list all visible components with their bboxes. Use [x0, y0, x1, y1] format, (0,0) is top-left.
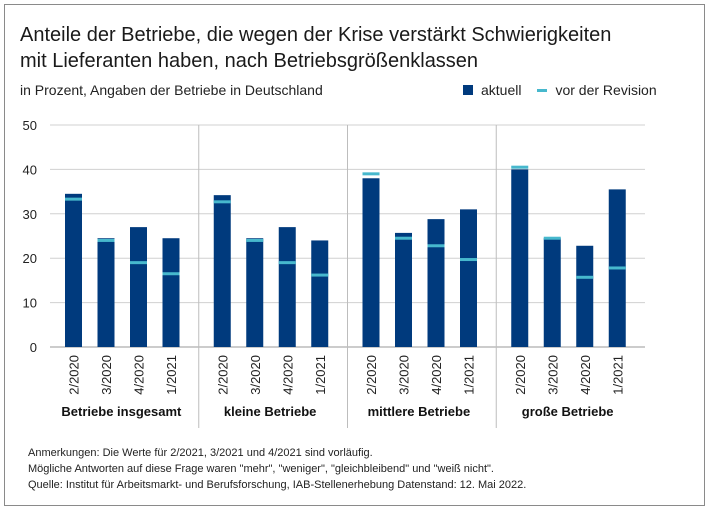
- y-tick-label: 0: [30, 340, 37, 355]
- marker-vor-der-revision: [97, 238, 115, 242]
- y-tick-label: 30: [23, 207, 37, 222]
- legend-item-before-revision: vor der Revision: [537, 82, 657, 98]
- bar-aktuell: [311, 240, 329, 347]
- x-tick-label: 3/2020: [545, 355, 560, 395]
- legend: aktuell vor der Revision: [463, 82, 673, 98]
- x-tick-label: 2/2020: [364, 355, 379, 395]
- group-label: kleine Betriebe: [224, 404, 317, 419]
- bar-aktuell: [278, 227, 296, 347]
- chart-frame: [4, 4, 705, 506]
- y-tick-label: 40: [23, 162, 37, 177]
- x-tick-label: 2/2020: [513, 355, 528, 395]
- bar-aktuell: [162, 238, 180, 347]
- marker-vor-der-revision: [311, 273, 329, 277]
- x-tick-label: 2/2020: [215, 355, 230, 395]
- marker-vor-der-revision: [162, 272, 180, 276]
- title-line-1: Anteile der Betriebe, die wegen der Kris…: [20, 24, 612, 46]
- marker-vor-der-revision: [246, 238, 264, 242]
- bar-aktuell: [65, 193, 82, 347]
- marker-vor-der-revision: [460, 258, 477, 262]
- chart-title: Anteile der Betriebe, die wegen der Kris…: [20, 22, 660, 74]
- footnote-remarks: Anmerkungen: Die Werte für 2/2021, 3/202…: [28, 447, 373, 459]
- footnote-source: Quelle: Institut für Arbeitsmarkt- und B…: [28, 479, 527, 491]
- marker-vor-der-revision: [65, 197, 82, 201]
- marker-vor-der-revision: [395, 236, 412, 240]
- bar-aktuell: [97, 238, 115, 347]
- bar-aktuell: [576, 245, 594, 347]
- x-tick-label: 1/2021: [462, 355, 477, 395]
- group-label: mittlere Betriebe: [368, 404, 471, 419]
- chart-subtitle: in Prozent, Angaben der Betriebe in Deut…: [20, 82, 323, 98]
- marker-vor-der-revision: [130, 261, 147, 265]
- legend-label-before-revision: vor der Revision: [555, 82, 657, 98]
- marker-vor-der-revision: [362, 172, 380, 176]
- title-line-2: mit Lieferanten haben, nach Betriebsgröß…: [20, 50, 479, 72]
- marker-vor-der-revision: [427, 244, 445, 248]
- bar-aktuell: [395, 232, 412, 347]
- bar-aktuell: [362, 178, 380, 347]
- marker-vor-der-revision: [278, 261, 296, 265]
- marker-vor-der-revision: [543, 236, 561, 240]
- marker-vor-der-revision: [213, 200, 231, 204]
- bar-aktuell: [511, 169, 529, 347]
- x-tick-label: 4/2020: [578, 355, 593, 395]
- legend-swatch-current: [463, 85, 473, 95]
- x-tick-label: 4/2020: [280, 355, 295, 395]
- bar-aktuell: [460, 209, 477, 347]
- bar-aktuell: [427, 219, 445, 347]
- legend-item-current: aktuell: [463, 82, 521, 98]
- bar-aktuell: [246, 238, 264, 347]
- x-tick-label: 4/2020: [132, 355, 147, 395]
- x-tick-label: 1/2021: [610, 355, 625, 395]
- x-tick-label: 3/2020: [248, 355, 263, 395]
- x-tick-label: 4/2020: [429, 355, 444, 395]
- x-tick-label: 1/2021: [313, 355, 328, 395]
- bar-aktuell: [213, 195, 231, 347]
- y-tick-label: 20: [23, 251, 37, 266]
- legend-swatch-before-revision: [537, 88, 548, 92]
- x-tick-label: 1/2021: [164, 355, 179, 395]
- footnotes: Anmerkungen: Die Werte für 2/2021, 3/202…: [28, 445, 526, 493]
- legend-label-current: aktuell: [481, 82, 522, 98]
- x-tick-label: 2/2020: [67, 355, 82, 395]
- marker-vor-der-revision: [608, 266, 626, 270]
- marker-vor-der-revision: [511, 165, 529, 169]
- group-label: große Betriebe: [522, 404, 614, 419]
- y-tick-label: 10: [23, 296, 37, 311]
- group-label: Betriebe insgesamt: [61, 404, 182, 419]
- y-tick-label: 50: [23, 118, 37, 133]
- x-tick-label: 3/2020: [397, 355, 412, 395]
- bar-aktuell: [543, 238, 561, 347]
- bar-aktuell: [130, 227, 147, 347]
- marker-vor-der-revision: [576, 275, 594, 279]
- footnote-answers: Mögliche Antworten auf diese Frage waren…: [28, 463, 494, 475]
- x-tick-label: 3/2020: [99, 355, 114, 395]
